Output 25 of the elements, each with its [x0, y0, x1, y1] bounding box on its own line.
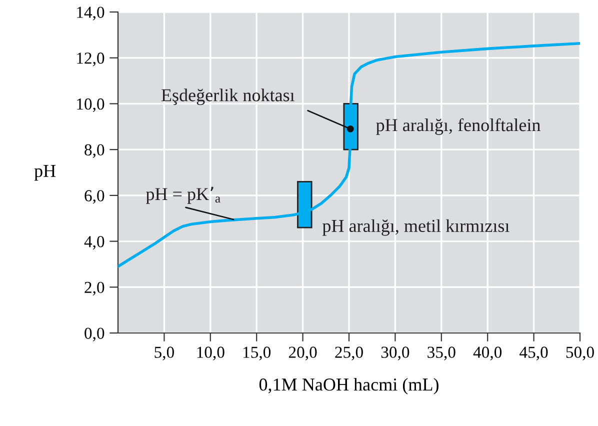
x-tick-label: 30,0: [381, 346, 410, 360]
y-tick-label: 14,0: [77, 6, 104, 20]
annotation: pH aralığı, metil kırmızısı: [322, 219, 510, 236]
annotation: pH aralığı, fenolftalein: [376, 118, 540, 135]
x-tick-label: 5,0: [154, 346, 174, 360]
y-axis-title: pH: [34, 165, 56, 181]
y-tick-label: 12,0: [77, 52, 104, 66]
x-axis-title: 0,1M NaOH hacmi (mL): [259, 378, 438, 394]
y-tick-label: 8,0: [84, 144, 104, 158]
x-tick-label: 15,0: [243, 346, 271, 360]
y-tick-label: 6,0: [84, 190, 104, 204]
x-tick-label: 20,0: [288, 346, 317, 360]
annotation: Eşdeğerlik noktası: [161, 88, 295, 106]
line-series: [118, 42, 580, 268]
x-tick-label: 50,0: [566, 346, 594, 360]
y-tick-label: 4,0: [84, 236, 104, 250]
y-tick-label: 2,0: [84, 282, 104, 296]
x-tick-label: 45,0: [520, 346, 548, 360]
y-tick-label: 0,0: [84, 328, 104, 342]
x-tick-label: 25,0: [335, 346, 363, 360]
x-tick-label: 40,0: [473, 346, 502, 360]
y-tick-label: 10,0: [77, 98, 104, 112]
x-tick-label: 10,0: [197, 346, 224, 360]
x-tick-label: 35,0: [428, 346, 456, 360]
annotation: pH = pK’$_{a}$: [146, 186, 220, 204]
